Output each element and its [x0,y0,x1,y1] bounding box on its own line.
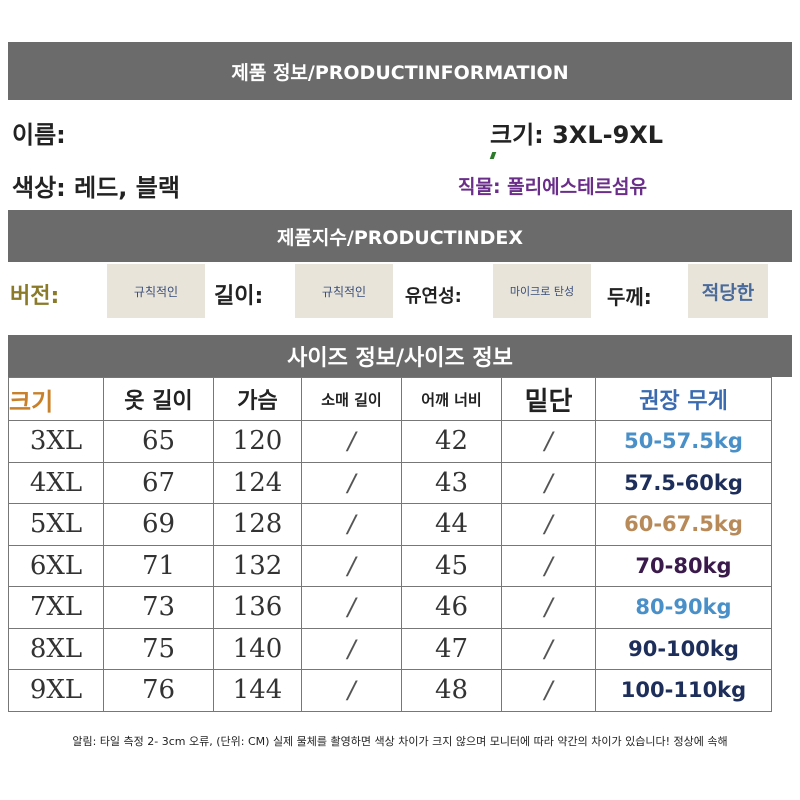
table-row: 3XL 65 120/42/50-57.5kg [8,420,772,463]
cell-sleeve: / [301,586,402,629]
stretch-label: 유연성: [405,286,462,307]
cell-chest: 128 [213,503,302,546]
header-hem: 밑단 [501,377,596,421]
cell-sleeve: / [301,461,402,504]
header-chest: 가슴 [213,377,302,421]
cell-hem: / [501,420,596,463]
table-row: 6XL 71 132/45/70-80kg [8,544,772,587]
cell-length: 69 [103,503,214,546]
name-label: 이름: [12,121,66,149]
cell-chest: 136 [213,586,302,629]
cell-shoulder: 44 [401,503,502,546]
table-row: 5XL 69 128/44/60-67.5kg [8,503,772,546]
length-value-box: 규칙적인 [295,264,393,318]
version-label: 버전: [10,284,60,309]
cell-shoulder: 42 [401,420,502,463]
cell-shoulder: 43 [401,461,502,504]
header-length: 옷 길이 [103,377,214,421]
cell-weight: 90-100kg [595,627,772,670]
header-weight: 권장 무게 [595,377,772,421]
cell-weight: 50-57.5kg [595,420,772,463]
size-range-label: 크기: 3XL-9XL [490,121,664,149]
cell-shoulder: 48 [401,669,502,712]
cell-chest: 120 [213,420,302,463]
size-info-header: 사이즈 정보/사이즈 정보 [8,335,792,377]
size-table-header-row: 크기 옷 길이 가슴 소매 길이 어깨 너비 밑단 권장 무게 [8,377,772,421]
table-row: 8XL 75 140/47/90-100kg [8,627,772,670]
fabric-label: 직물: 폴리에스테르섬유 [458,176,648,198]
attribute-row: 버전: 규칙적인 길이: 규칙적인 유연성: 마이크로 탄성 두께: 적당한 [0,262,800,324]
cell-length: 65 [103,420,214,463]
header-shoulder: 어깨 너비 [401,377,502,421]
cell-chest: 140 [213,627,302,670]
cell-size: 8XL [8,627,104,670]
cell-chest: 132 [213,544,302,587]
table-row: 4XL 67 124/43/57.5-60kg [8,461,772,504]
cell-weight: 70-80kg [595,544,772,587]
cell-sleeve: / [301,627,402,670]
cell-sleeve: / [301,669,402,712]
cell-weight: 60-67.5kg [595,503,772,546]
cell-size: 5XL [8,503,104,546]
cell-chest: 144 [213,669,302,712]
cell-shoulder: 46 [401,586,502,629]
cell-size: 3XL [8,420,104,463]
cell-shoulder: 45 [401,544,502,587]
cell-weight: 57.5-60kg [595,461,772,504]
tick-mark-icon [489,152,497,159]
length-label: 길이: [214,284,264,309]
product-index-title: 제품지수/PRODUCTINDEX [276,226,524,249]
cell-size: 9XL [8,669,104,712]
thickness-value-box: 적당한 [688,264,768,318]
product-info-title: 제품 정보/PRODUCTINFORMATION [231,61,569,84]
table-row: 7XL 73 136/46/80-90kg [8,586,772,629]
size-info-title: 사이즈 정보/사이즈 정보 [287,346,513,371]
size-table: 크기 옷 길이 가슴 소매 길이 어깨 너비 밑단 권장 무게 3XL 65 120… [8,377,772,712]
cell-length: 71 [103,544,214,587]
cell-sleeve: / [301,503,402,546]
cell-hem: / [501,544,596,587]
table-row: 9XL 76 144/48/100-110kg [8,669,772,712]
product-index-header: 제품지수/PRODUCTINDEX [8,210,792,262]
header-sleeve: 소매 길이 [301,377,402,421]
version-value-box: 규칙적인 [107,264,205,318]
thickness-label: 두께: [607,285,652,309]
color-label: 색상: 레드, 블랙 [12,174,180,202]
cell-length: 76 [103,669,214,712]
measurement-note: 알림: 타일 측정 2- 3cm 오류, (단위: CM) 실제 물체를 촬영하… [72,735,728,748]
cell-shoulder: 47 [401,627,502,670]
cell-length: 73 [103,586,214,629]
size-table-body: 3XL 65 120/42/50-57.5kg 4XL 67 124/43/57.5-60… [8,420,772,712]
cell-size: 6XL [8,544,104,587]
cell-sleeve: / [301,420,402,463]
cell-hem: / [501,669,596,712]
product-info-header: 제품 정보/PRODUCTINFORMATION [8,42,792,100]
cell-length: 67 [103,461,214,504]
header-size: 크기 [8,377,104,421]
cell-weight: 100-110kg [595,669,772,712]
stretch-value-box: 마이크로 탄성 [493,264,591,318]
cell-weight: 80-90kg [595,586,772,629]
cell-sleeve: / [301,544,402,587]
cell-hem: / [501,627,596,670]
cell-hem: / [501,461,596,504]
cell-size: 4XL [8,461,104,504]
cell-hem: / [501,503,596,546]
cell-hem: / [501,586,596,629]
cell-size: 7XL [8,586,104,629]
cell-length: 75 [103,627,214,670]
cell-chest: 124 [213,461,302,504]
